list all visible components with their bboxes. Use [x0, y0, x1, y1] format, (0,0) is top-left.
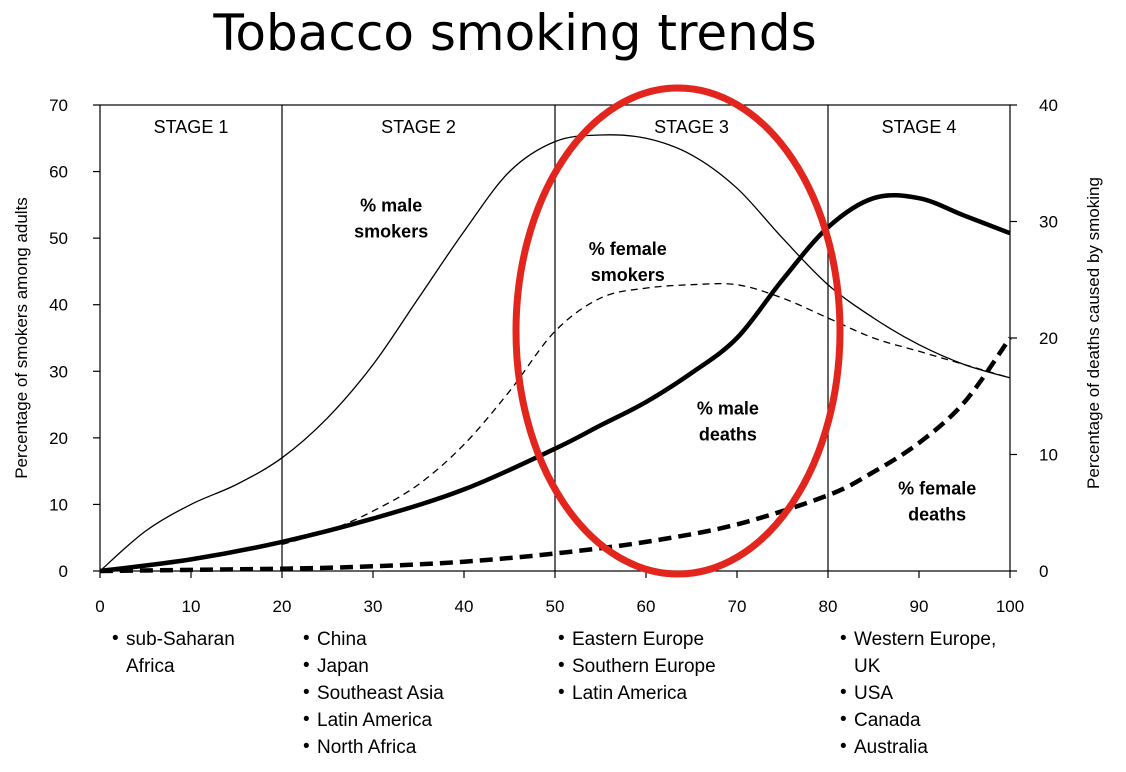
x-tick-label: 100: [996, 597, 1024, 616]
annotation-line: % female: [589, 239, 667, 259]
bullet-icon: •: [840, 736, 847, 757]
annotation-line: deaths: [699, 425, 757, 445]
bullet-icon: •: [558, 682, 565, 703]
x-tick-label: 90: [910, 597, 929, 616]
y-left-tick-label: 40: [49, 296, 68, 315]
pct-female-deaths-line: [99, 336, 1012, 574]
y-left-tick-label: 60: [49, 163, 68, 182]
region-item: UK: [854, 656, 881, 677]
series-annotation: % female smokers: [589, 239, 667, 285]
bullet-icon: •: [112, 628, 119, 649]
bullet-icon: •: [558, 655, 565, 676]
x-tick-label: 70: [728, 597, 747, 616]
region-item: Canada: [854, 710, 921, 731]
bullet-icon: •: [840, 682, 847, 703]
annotation-line: % male: [697, 399, 759, 419]
series-annotation: % male smokers: [354, 196, 428, 242]
annotation-line: smokers: [591, 265, 665, 285]
pct-male-smokers-line: [99, 134, 1011, 572]
x-tick-label: 30: [364, 597, 383, 616]
y-left-tick-label: 70: [49, 96, 68, 115]
stage-label: STAGE 1: [154, 117, 229, 137]
x-tick-label: 80: [819, 597, 838, 616]
region-lists: • sub-Saharan Africa • China • Japan • Southeast…: [112, 628, 996, 758]
y-left-tick-label: 30: [49, 362, 68, 381]
region-item: North Africa: [317, 737, 417, 758]
y-right-tick-label: 0: [1039, 562, 1048, 581]
region-item: Australia: [854, 737, 928, 758]
annotation-line: % male: [360, 196, 422, 216]
pct-male-deaths-line: [99, 193, 1011, 574]
region-item: USA: [854, 683, 893, 704]
chart-text: STAGE 1 STAGE 2 STAGE 3 STAGE 4 % male smoker…: [154, 117, 977, 524]
y-right-axis-label: Percentage of deaths caused by smoking: [1084, 177, 1103, 489]
series-annotation: % male deaths: [697, 399, 759, 445]
chart-title: Tobacco smoking trends: [213, 4, 817, 62]
series-lines: [99, 134, 1012, 574]
x-tick-label: 60: [637, 597, 656, 616]
region-item: China: [317, 629, 367, 650]
bullet-icon: •: [840, 628, 847, 649]
y-left-tick-label: 20: [49, 429, 68, 448]
series-annotation: % female deaths: [898, 478, 976, 524]
y-left-tick-label: 10: [49, 495, 68, 514]
y-right-tick-label: 40: [1039, 96, 1058, 115]
bullet-icon: •: [303, 682, 310, 703]
y-right-tick-label: 10: [1039, 446, 1058, 465]
region-item: Southern Europe: [572, 656, 716, 677]
annotation-line: smokers: [354, 222, 428, 242]
x-tick-label: 20: [273, 597, 292, 616]
bullet-icon: •: [840, 709, 847, 730]
y-right-tick-label: 30: [1039, 213, 1058, 232]
bullet-icon: •: [303, 709, 310, 730]
stage-3-highlight-ellipse: [512, 84, 844, 578]
stage-label: STAGE 4: [882, 117, 957, 137]
bullet-icon: •: [303, 628, 310, 649]
x-tick-label: 10: [182, 597, 201, 616]
region-item: Western Europe,: [854, 629, 996, 650]
region-item: sub-Saharan: [126, 629, 235, 650]
pct-female-smokers-line: [281, 282, 1011, 546]
bullet-icon: •: [303, 655, 310, 676]
axes: 0 10 20 30 40 50 60 70 80 90 100 0 10 20 30 40 50 60 70 0 10…: [12, 96, 1103, 616]
region-item: Southeast Asia: [317, 683, 444, 704]
y-left-tick-label: 0: [59, 562, 68, 581]
x-tick-label: 50: [546, 597, 565, 616]
region-item: Africa: [126, 656, 175, 677]
annotation-line: % female: [898, 478, 976, 498]
region-item: Eastern Europe: [572, 629, 704, 650]
x-tick-label: 40: [455, 597, 474, 616]
region-item: Latin America: [317, 710, 433, 731]
region-item: Latin America: [572, 683, 688, 704]
bullet-icon: •: [303, 736, 310, 757]
stage-label: STAGE 3: [654, 117, 729, 137]
region-item: Japan: [317, 656, 369, 677]
x-tick-label: 0: [95, 597, 104, 616]
bullet-icon: •: [558, 628, 565, 649]
y-left-axis-label: Percentage of smokers among adults: [12, 197, 31, 479]
y-right-tick-label: 20: [1039, 329, 1058, 348]
annotation-line: deaths: [908, 504, 966, 524]
stage-label: STAGE 2: [381, 117, 456, 137]
y-left-tick-label: 50: [49, 229, 68, 248]
